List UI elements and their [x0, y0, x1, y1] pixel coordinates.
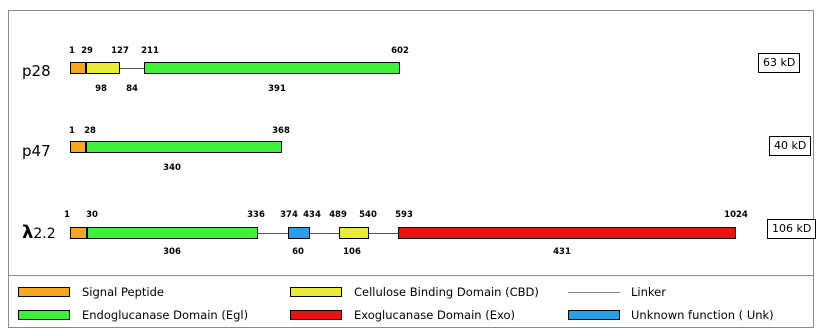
domain-length: 431 [553, 247, 571, 257]
unk-domain [288, 227, 310, 239]
linker-segment [369, 233, 398, 234]
residue-number: 336 [247, 210, 265, 220]
residue-number: 540 [359, 210, 377, 220]
residue-number: 593 [395, 210, 413, 220]
residue-number: 489 [329, 210, 347, 220]
domain-length: 60 [292, 247, 304, 257]
legend-swatch-signal [18, 287, 70, 297]
cbd-domain [86, 62, 120, 74]
domain-length: 340 [163, 163, 181, 173]
diagram-frame [8, 10, 814, 328]
molecular-weight-badge: 106 kD [767, 219, 817, 239]
protein-name-p47: p47 [22, 142, 51, 160]
molecular-weight-badge: 40 kD [769, 136, 812, 156]
legend-swatch-egl [18, 310, 70, 320]
egl-domain [144, 62, 400, 74]
residue-number: 29 [81, 46, 93, 56]
name-suffix: 2.2 [33, 226, 56, 242]
signal-peptide-domain [70, 141, 86, 153]
molecular-weight-badge: 63 kD [758, 53, 801, 73]
lambda-symbol: λ [22, 222, 34, 243]
residue-number: 374 [280, 210, 298, 220]
exo-domain [398, 227, 736, 239]
domain-length: 84 [126, 84, 138, 94]
residue-number: 1 [69, 46, 75, 56]
legend-label-linker: Linker [631, 285, 666, 299]
residue-number: 1 [64, 210, 70, 220]
egl-domain [86, 141, 282, 153]
residue-number: 434 [303, 210, 321, 220]
legend-label-unk: Unknown function ( Unk) [631, 308, 774, 322]
egl-domain [87, 227, 258, 239]
legend-label-egl: Endoglucanase Domain (Egl) [82, 308, 249, 322]
signal-peptide-domain [70, 62, 86, 74]
residue-number: 28 [84, 126, 96, 136]
residue-number: 211 [141, 46, 159, 56]
legend-swatch-exo [290, 310, 342, 320]
protein-name-lambda-2-2: λ2.2 [22, 224, 56, 243]
legend-swatch-unk [568, 310, 620, 320]
domain-length: 98 [95, 84, 107, 94]
residue-number: 602 [391, 46, 409, 56]
domain-length: 306 [163, 247, 181, 257]
linker-segment [310, 233, 339, 234]
legend-swatch-cbd [290, 287, 342, 297]
legend-label-cbd: Cellulose Binding Domain (CBD) [354, 285, 539, 299]
residue-number: 368 [272, 126, 290, 136]
domain-length: 106 [343, 247, 361, 257]
linker-segment [258, 233, 288, 234]
legend-label-exo: Exoglucanase Domain (Exo) [354, 308, 515, 322]
legend-label-signal: Signal Peptide [82, 285, 164, 299]
domain-length: 391 [268, 84, 286, 94]
cbd-domain [339, 227, 369, 239]
residue-number: 30 [86, 210, 98, 220]
protein-name-p28: p28 [22, 62, 51, 80]
legend-divider [8, 275, 814, 276]
signal-peptide-domain [70, 227, 87, 239]
residue-number: 1 [69, 126, 75, 136]
linker-segment [120, 68, 144, 69]
residue-number: 127 [111, 46, 129, 56]
legend-swatch-linker [568, 292, 620, 293]
residue-number: 1024 [724, 210, 748, 220]
